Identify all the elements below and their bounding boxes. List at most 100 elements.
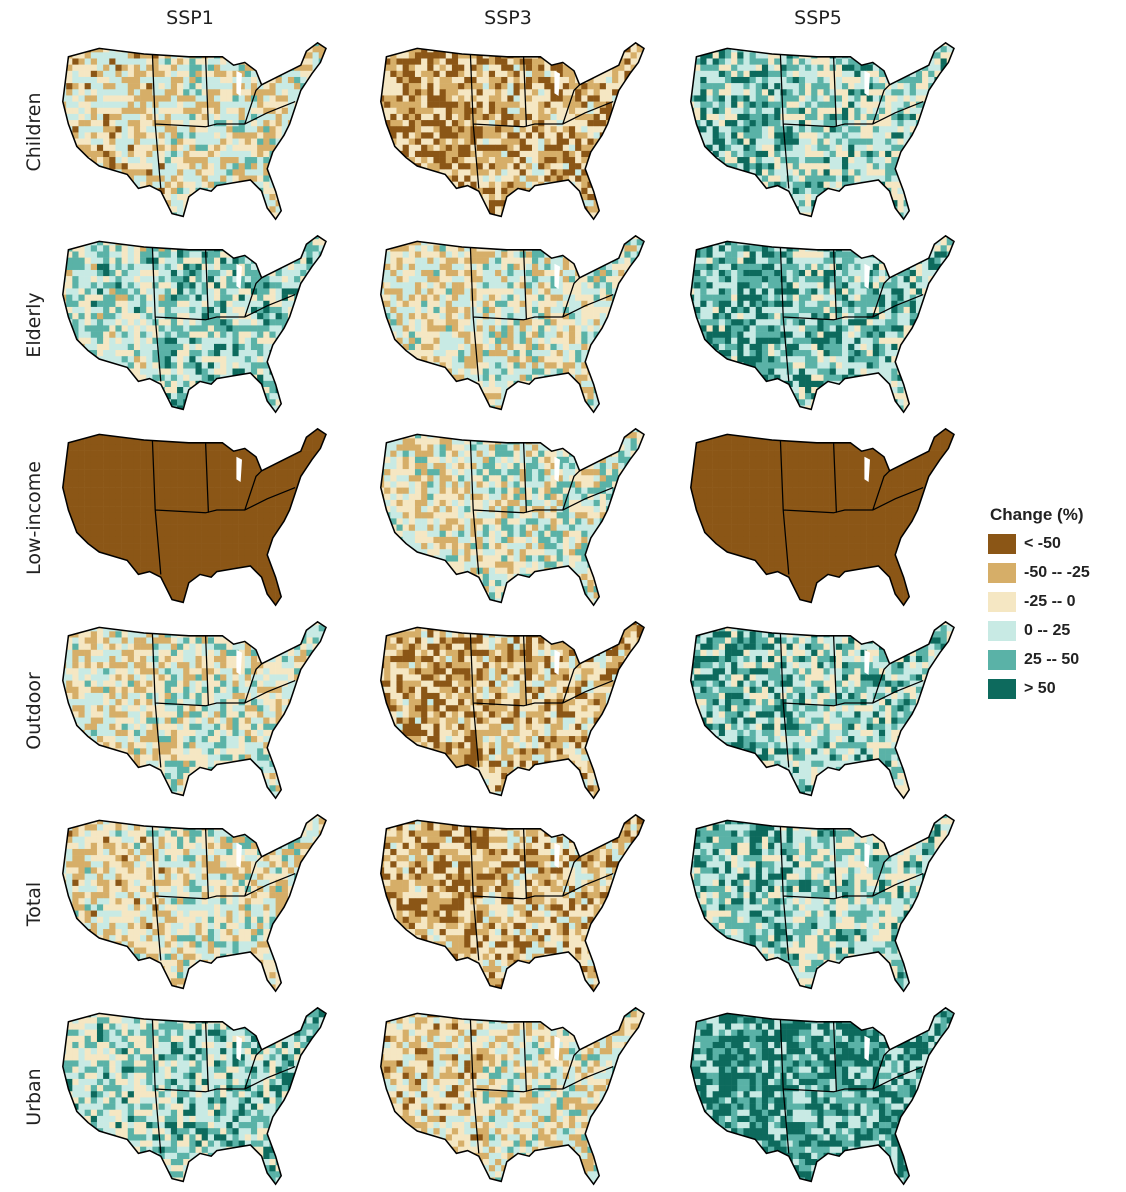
county <box>103 126 109 132</box>
county <box>700 95 706 101</box>
county <box>220 89 226 95</box>
county <box>91 65 97 71</box>
county <box>189 264 195 270</box>
county <box>719 114 725 120</box>
county <box>226 102 232 108</box>
county <box>78 65 84 71</box>
county <box>538 151 544 157</box>
county <box>805 139 811 145</box>
county <box>787 120 793 126</box>
county <box>514 132 520 138</box>
county <box>550 139 556 145</box>
county <box>122 295 128 301</box>
county <box>538 126 544 132</box>
county <box>269 114 275 120</box>
county <box>390 126 396 132</box>
county <box>860 151 866 157</box>
county <box>189 114 195 120</box>
county <box>854 151 860 157</box>
county <box>226 108 232 114</box>
county <box>799 132 805 138</box>
county <box>165 182 171 188</box>
county <box>220 288 226 294</box>
county <box>427 126 433 132</box>
county <box>557 120 563 126</box>
county <box>159 344 165 350</box>
county <box>306 258 312 264</box>
county <box>72 77 78 83</box>
county <box>700 102 706 108</box>
county <box>214 270 220 276</box>
county <box>762 151 768 157</box>
county <box>78 307 84 313</box>
county <box>842 71 848 77</box>
county <box>78 288 84 294</box>
county <box>719 120 725 126</box>
county <box>214 319 220 325</box>
county <box>725 114 731 120</box>
county <box>103 344 109 350</box>
county <box>811 77 817 83</box>
county <box>196 126 202 132</box>
county <box>563 126 569 132</box>
county <box>85 270 91 276</box>
county <box>390 71 396 77</box>
county <box>226 95 232 101</box>
legend-label: < -50 <box>1024 535 1061 552</box>
county <box>440 77 446 83</box>
county <box>409 114 415 120</box>
county <box>122 120 128 126</box>
county <box>196 176 202 182</box>
county <box>251 163 257 169</box>
county <box>134 139 140 145</box>
county <box>762 169 768 175</box>
county <box>97 350 103 356</box>
county <box>756 126 762 132</box>
county <box>103 251 109 257</box>
county <box>731 89 737 95</box>
county <box>737 77 743 83</box>
county <box>396 108 402 114</box>
county <box>891 120 897 126</box>
county <box>85 108 91 114</box>
county <box>774 145 780 151</box>
county <box>427 157 433 163</box>
county <box>793 132 799 138</box>
county <box>66 295 72 301</box>
county <box>269 295 275 301</box>
county <box>109 65 115 71</box>
county <box>774 95 780 101</box>
county <box>799 145 805 151</box>
county <box>624 58 630 64</box>
county <box>189 350 195 356</box>
county <box>103 270 109 276</box>
county <box>532 157 538 163</box>
county <box>177 276 183 282</box>
county <box>177 71 183 77</box>
county <box>910 114 916 120</box>
county <box>140 132 146 138</box>
county <box>483 163 489 169</box>
county <box>897 89 903 95</box>
county <box>495 102 501 108</box>
county <box>251 169 257 175</box>
county <box>109 319 115 325</box>
county <box>495 176 501 182</box>
county <box>66 270 72 276</box>
county <box>811 83 817 89</box>
county <box>251 325 257 331</box>
county <box>750 77 756 83</box>
county <box>409 132 415 138</box>
county <box>706 120 712 126</box>
county <box>109 264 115 270</box>
county <box>257 325 263 331</box>
county <box>189 65 195 71</box>
county <box>780 102 786 108</box>
county <box>501 114 507 120</box>
county <box>587 194 593 200</box>
county <box>263 182 269 188</box>
county <box>824 126 830 132</box>
county <box>805 65 811 71</box>
county <box>214 307 220 313</box>
county <box>183 319 189 325</box>
